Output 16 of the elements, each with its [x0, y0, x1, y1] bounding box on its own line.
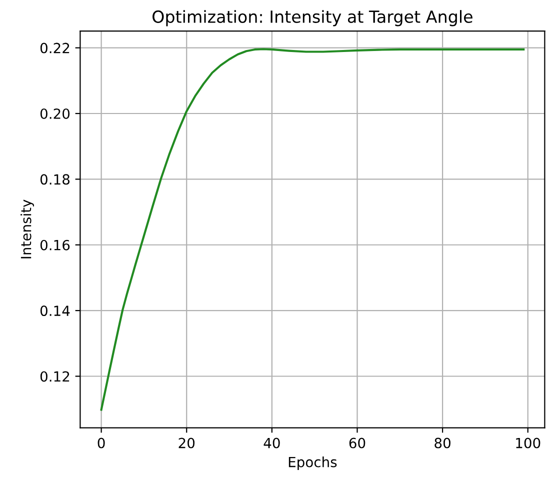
y-axis-title: Intensity — [20, 200, 34, 258]
chart-title: Optimization: Intensity at Target Angle — [152, 10, 472, 26]
x-tick-label: 40 — [264, 438, 280, 448]
y-tick-label: 0.16 — [40, 240, 70, 250]
y-tick-label: 0.22 — [40, 42, 70, 54]
x-tick-label: 80 — [434, 438, 450, 448]
y-tick-label: 0.12 — [40, 371, 70, 382]
y-tick-label: 0.14 — [40, 306, 70, 316]
x-tick-label: 100 — [516, 438, 540, 448]
x-axis-title: Epochs — [288, 456, 337, 470]
y-tick-label: 0.20 — [40, 108, 70, 119]
x-tick-label: 0 — [98, 438, 105, 448]
x-tick-label: 60 — [349, 438, 366, 448]
x-tick-label: 20 — [178, 438, 195, 448]
line-series — [100, 48, 525, 411]
y-tick-label: 0.18 — [40, 174, 70, 185]
